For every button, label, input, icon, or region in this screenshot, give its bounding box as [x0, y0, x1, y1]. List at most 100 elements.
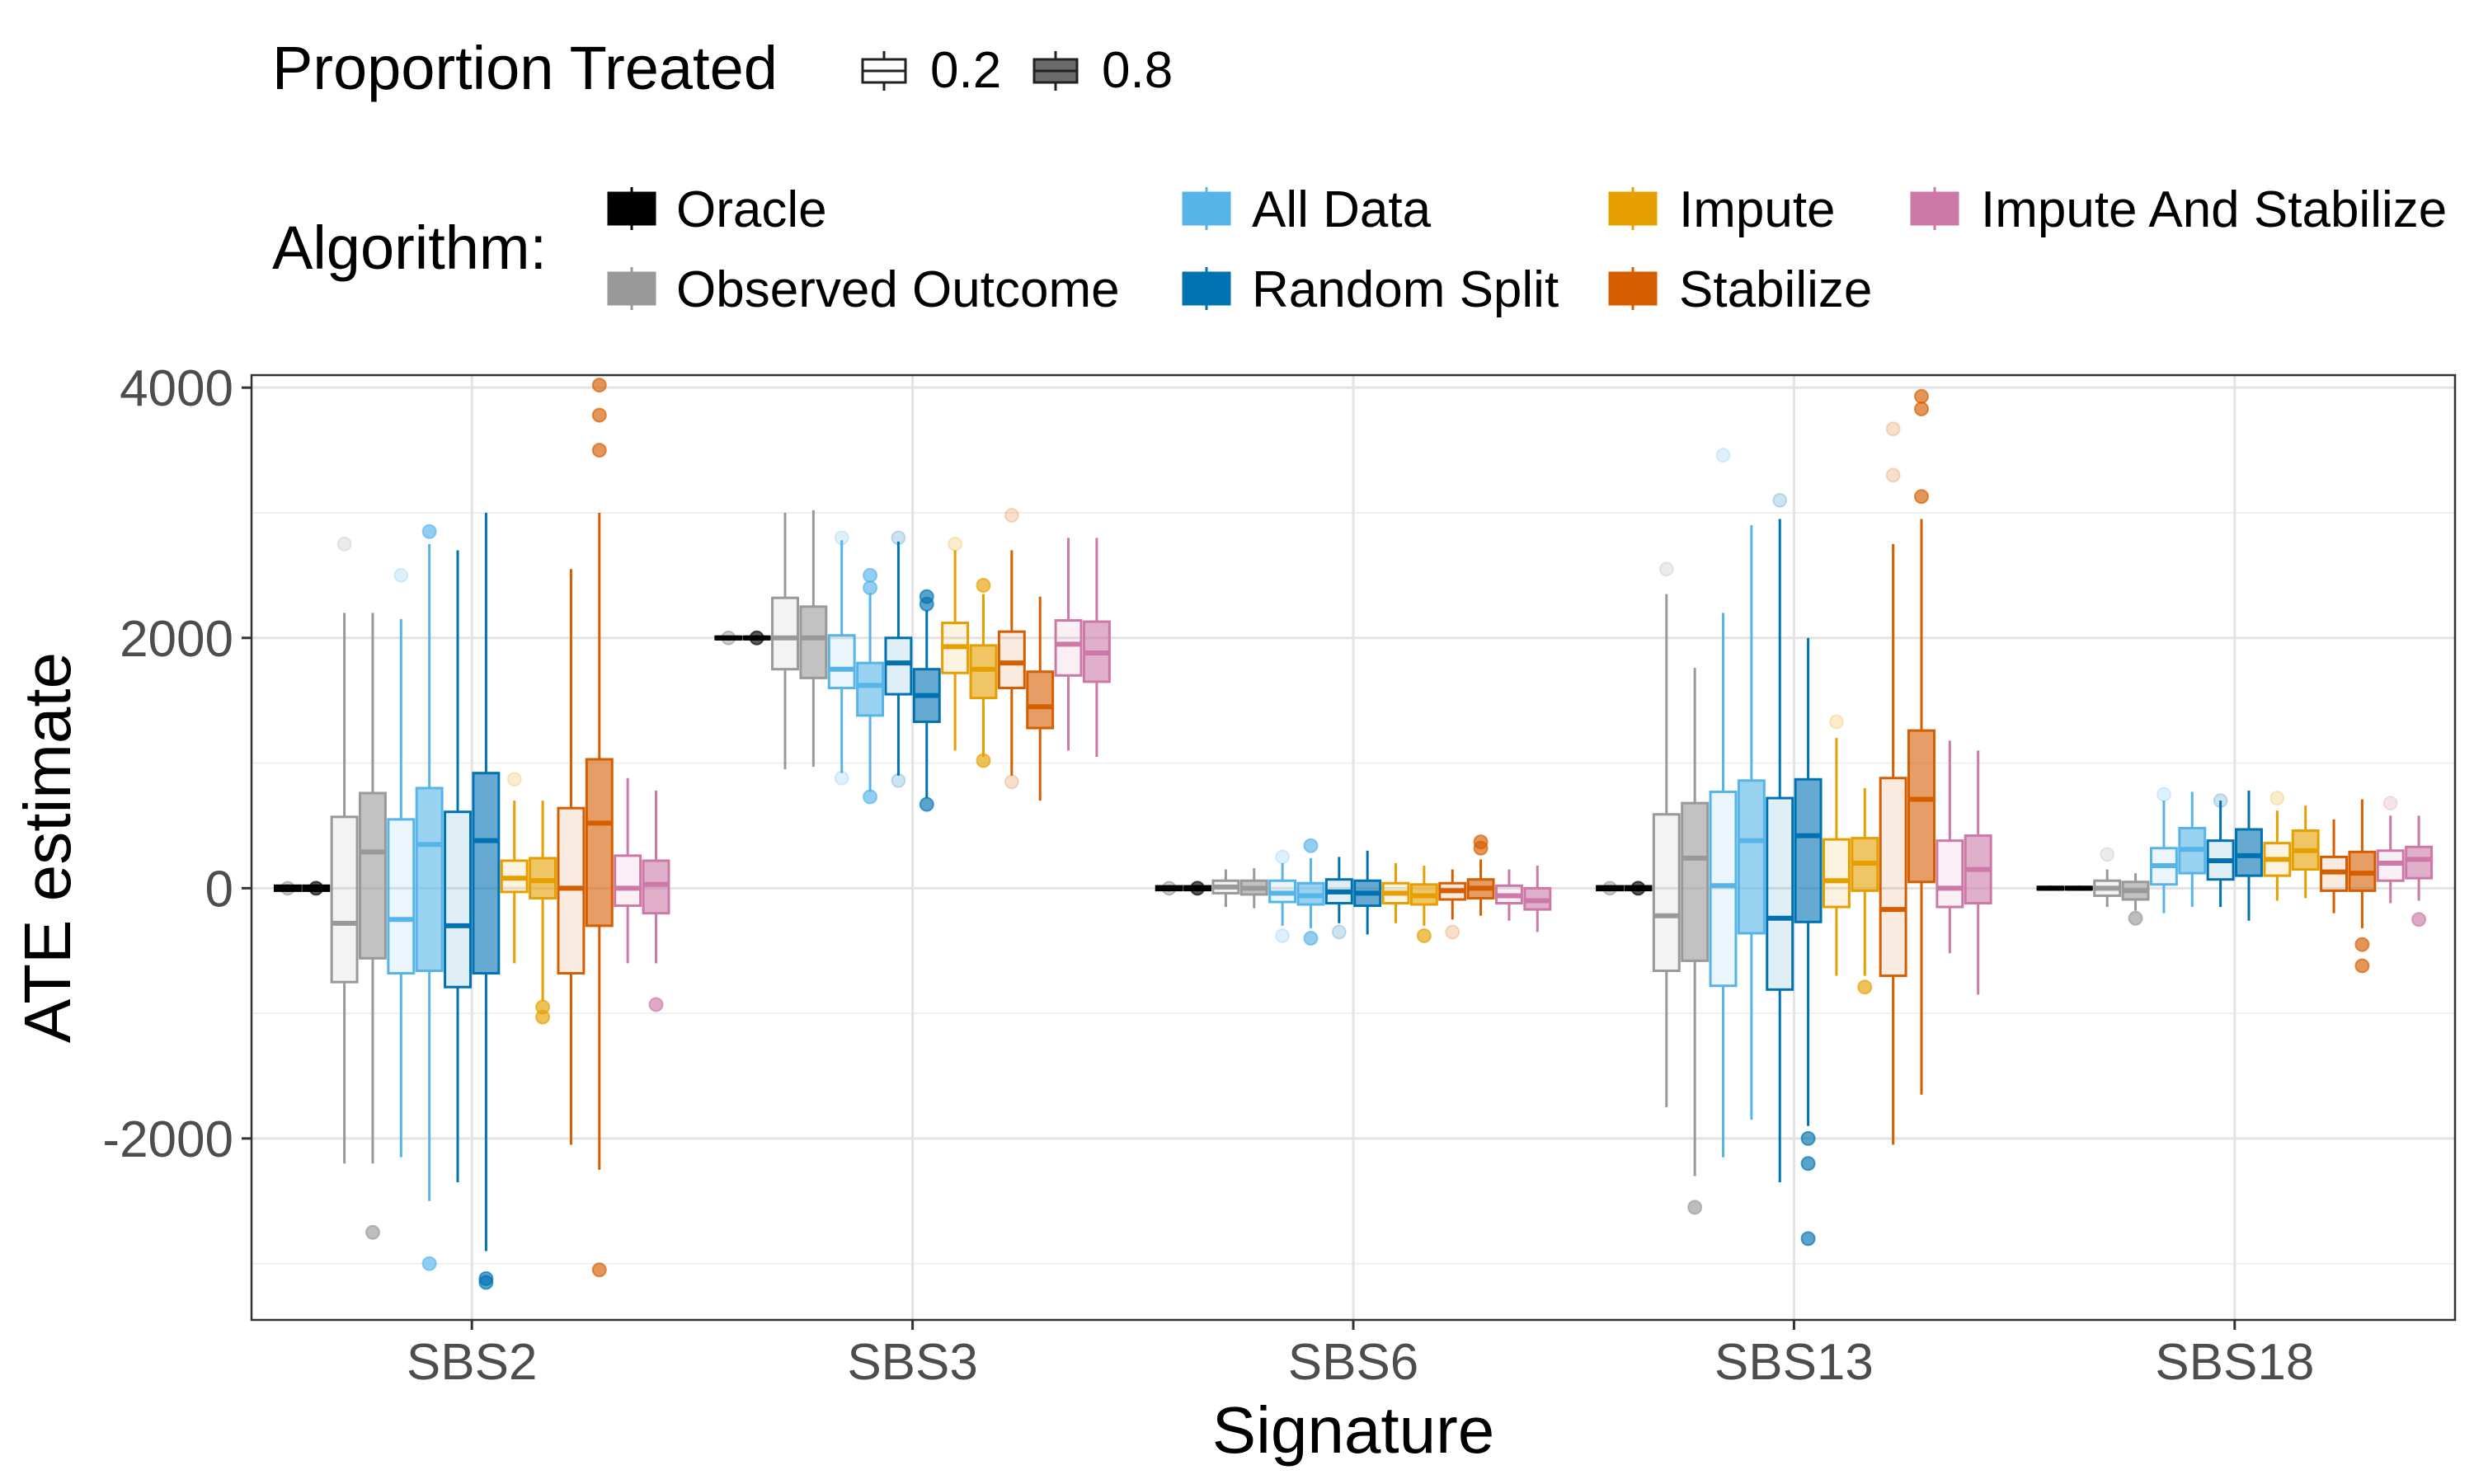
box-iqr	[856, 661, 885, 717]
outlier-point	[2411, 912, 2427, 928]
box-iqr	[359, 791, 387, 960]
box-oracle-08-sbs18	[2064, 885, 2093, 891]
box-all-data-02-sbs13	[1709, 448, 1738, 1158]
box-impute-and-stabilize-08-sbs18	[2405, 815, 2434, 928]
outlier-point	[749, 630, 764, 646]
outlier-point	[1331, 924, 1347, 940]
box-iqr	[969, 644, 998, 700]
x-tick-label: SBS13	[1714, 1334, 1874, 1391]
box-iqr	[1766, 796, 1794, 991]
box-iqr	[997, 630, 1026, 689]
box-stabilize-02-sbs3	[997, 508, 1026, 790]
legend-key-prop-0.8	[1032, 51, 1079, 91]
box-oracle-08-sbs3	[742, 630, 771, 646]
box-random-split-02-sbs3	[884, 530, 913, 788]
x-tick-label: SBS3	[847, 1334, 978, 1391]
outlier-point	[834, 770, 849, 786]
outlier-point	[591, 443, 607, 458]
box-random-split-08-sbs2	[472, 512, 501, 1290]
legend-algorithm-label-stabilize: Stabilize	[1679, 261, 1872, 318]
outlier-point	[1303, 931, 1319, 946]
outlier-point	[1303, 838, 1319, 853]
box-all-data-08-sbs18	[2178, 791, 2207, 908]
legend-key-all-data	[1182, 187, 1231, 230]
legend-key-oracle	[607, 187, 656, 230]
outlier-point	[591, 1262, 607, 1278]
legend-proportion: Proportion Treated 0.2 0.8	[272, 34, 1173, 102]
outlier-point	[2382, 796, 2398, 811]
box-iqr	[642, 859, 670, 915]
box-iqr	[444, 810, 472, 989]
outlier-point	[2213, 793, 2228, 809]
box-random-split-02-sbs18	[2206, 793, 2235, 908]
box-iqr	[1737, 779, 1766, 935]
box-iqr	[529, 857, 557, 899]
outlier-point	[648, 997, 664, 1012]
box-iqr	[827, 634, 856, 689]
box-oracle-02-sbs6	[1155, 881, 1183, 896]
box-impute-and-stabilize-02-sbs13	[1935, 740, 1964, 954]
box-random-split-02-sbs13	[1766, 492, 1794, 1183]
box-random-split-02-sbs2	[444, 550, 472, 1183]
outlier-point	[2128, 910, 2143, 926]
outlier-point	[863, 580, 878, 596]
box-random-split-08-sbs3	[912, 589, 941, 812]
y-axis-title: ATE estimate	[11, 652, 84, 1043]
box-impute-08-sbs6	[1409, 866, 1438, 944]
outlier-point	[1630, 881, 1646, 896]
legend-algorithm-label-random-split: Random Split	[1252, 261, 1559, 318]
box-iqr	[557, 806, 586, 975]
box-impute-and-stabilize-02-sbs18	[2376, 796, 2405, 904]
box-oracle-02-sbs3	[714, 630, 743, 646]
box-iqr	[1907, 729, 1935, 884]
axes: -2000 0 2000 4000 SBS2 SBS3 SBS6 SBS13 SBS18	[102, 360, 2314, 1391]
outlier-point	[591, 378, 607, 393]
box-random-split-08-sbs6	[1353, 850, 1382, 935]
legend-algorithm-label-impute-and-stabilize: Impute And Stabilize	[1981, 181, 2447, 238]
box-oracle-02-sbs2	[273, 881, 302, 896]
legend-algorithm: Algorithm: Oracle Observed Outcome All D…	[272, 181, 2447, 318]
box-random-split-02-sbs6	[1324, 857, 1353, 940]
outlier-point	[393, 567, 409, 583]
box-all-data-02-sbs2	[387, 567, 416, 1158]
box-oracle-02-sbs18	[2036, 885, 2065, 891]
outlier-point	[336, 536, 352, 552]
box-iqr	[387, 818, 416, 975]
legend-proportion-label-1: 0.8	[1102, 42, 1173, 99]
outlier-point	[1913, 489, 1929, 505]
box-impute-08-sbs3	[969, 578, 998, 768]
outlier-point	[535, 1009, 551, 1025]
box-impute-and-stabilize-08-sbs2	[642, 790, 670, 1012]
outlier-point	[1275, 928, 1291, 944]
box-iqr	[1709, 790, 1738, 988]
box-observed-outcome-02-sbs2	[330, 536, 359, 1164]
outlier-point	[891, 530, 906, 546]
x-tick-label: SBS6	[1288, 1334, 1419, 1391]
box-oracle-08-sbs2	[302, 881, 331, 896]
box-impute-and-stabilize-08-sbs6	[1523, 866, 1552, 932]
box-iqr	[2376, 849, 2405, 882]
outlier-point	[891, 773, 906, 788]
legend-algorithm-label-observed-outcome: Observed Outcome	[676, 261, 1120, 318]
outlier-point	[976, 753, 991, 768]
box-oracle-08-sbs13	[1624, 881, 1653, 896]
plot-panel	[250, 373, 2457, 1322]
box-impute-02-sbs2	[500, 772, 529, 964]
outlier-point	[2269, 791, 2285, 806]
outlier-point	[1913, 401, 1929, 416]
outlier-point	[421, 524, 437, 539]
outlier-point	[2354, 937, 2370, 952]
box-observed-outcome-08-sbs13	[1681, 668, 1710, 1215]
box-all-data-08-sbs3	[856, 567, 885, 805]
legend-algorithm-label-oracle: Oracle	[676, 181, 827, 238]
box-iqr	[771, 596, 799, 671]
outlier-point	[308, 881, 324, 896]
outlier-point	[1416, 928, 1432, 944]
outlier-point	[2100, 847, 2115, 862]
box-stabilize-02-sbs6	[1438, 869, 1467, 940]
outlier-point	[1885, 467, 1901, 483]
box-oracle-02-sbs13	[1596, 881, 1625, 896]
box-iqr	[614, 854, 642, 908]
outlier-point	[863, 789, 878, 805]
